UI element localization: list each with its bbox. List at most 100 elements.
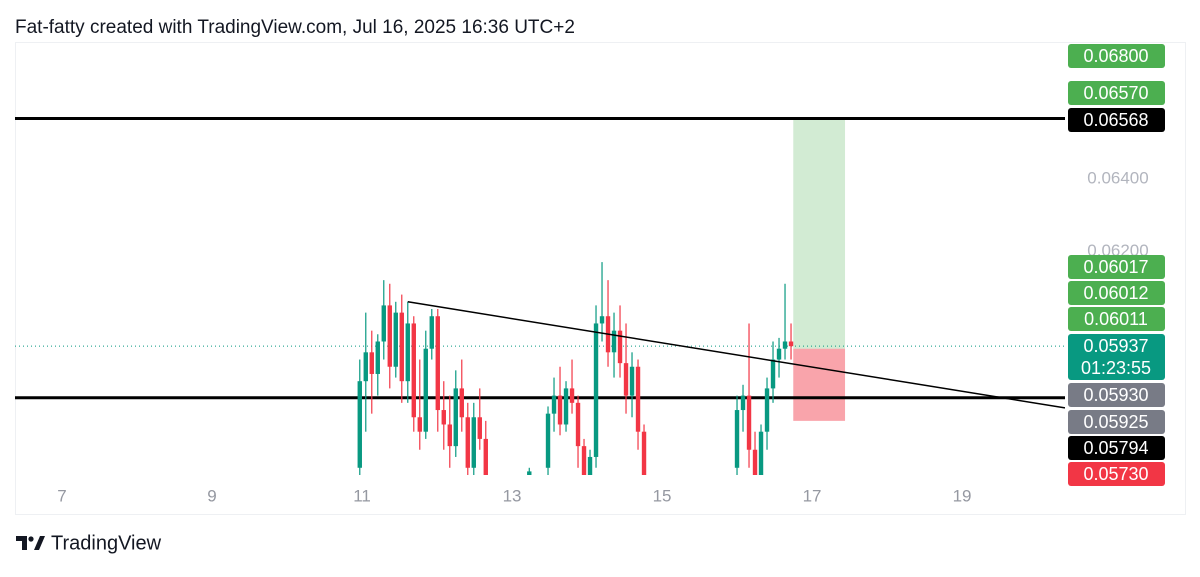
candle-body	[593, 323, 599, 457]
price-label-text: 0.05794	[1083, 438, 1148, 458]
price-label: 0.05794	[1068, 436, 1165, 460]
price-label-text: 0.06017	[1083, 257, 1148, 277]
price-label-text: 0.06570	[1083, 83, 1148, 103]
profit-zone	[793, 118, 846, 349]
candle-body	[393, 312, 398, 367]
candle-body	[629, 366, 635, 396]
candle-body	[587, 456, 593, 475]
price-label-text: 0.06568	[1083, 110, 1148, 130]
candle-body	[435, 316, 440, 411]
price-label: 0.05730	[1068, 462, 1165, 486]
chart-frame	[15, 42, 1186, 515]
countdown-text: 01:23:55	[1081, 358, 1151, 378]
price-label-box	[1068, 108, 1165, 132]
price-label: 0.05930	[1068, 383, 1165, 407]
time-axis: 7 9 11 13 15 17 19	[57, 486, 971, 505]
footer-brand: TradingView	[51, 532, 162, 554]
price-label-box	[1068, 281, 1165, 305]
price-label: 0.06800	[1068, 44, 1165, 68]
candle-body	[483, 438, 488, 475]
price-label-text: 0.06011	[1084, 309, 1148, 329]
candle-body	[764, 388, 770, 432]
x-tick-label: 9	[207, 486, 216, 505]
candle-body	[471, 417, 476, 468]
x-tick-label: 19	[953, 486, 972, 505]
price-label-text: 0.05925	[1083, 412, 1148, 432]
candle-body	[569, 388, 575, 403]
candle-body	[611, 330, 617, 353]
candle-body	[758, 431, 764, 475]
price-label-box	[1068, 44, 1165, 68]
x-tick-label: 13	[503, 486, 522, 505]
candle-body	[641, 431, 647, 475]
candle-body	[740, 395, 746, 411]
candle-body	[369, 352, 374, 374]
candle-body	[635, 366, 641, 432]
candle-body	[746, 395, 752, 450]
y-tick-label: 0.06400	[1087, 169, 1148, 188]
candle-body	[387, 305, 392, 367]
price-label: 0.06568	[1068, 108, 1165, 132]
candle-body	[617, 330, 623, 364]
candle-body	[477, 417, 482, 439]
x-tick-label: 15	[653, 486, 672, 505]
price-label-text: 0.06800	[1083, 46, 1148, 66]
candle-body	[399, 312, 404, 382]
price-label-box	[1068, 334, 1165, 380]
candle-body	[581, 446, 587, 475]
candle-body	[417, 417, 422, 432]
trendline	[407, 301, 1065, 409]
price-label-box	[1068, 255, 1165, 279]
price-label: 0.06011	[1068, 307, 1165, 331]
candle-body	[623, 363, 629, 396]
loss-zone	[793, 348, 846, 421]
candle-body	[770, 359, 776, 389]
candle-body	[527, 471, 532, 475]
price-label-box	[1068, 383, 1165, 407]
price-label: 0.06017	[1068, 255, 1165, 279]
candle-body	[465, 417, 470, 468]
price-label: 0.06012	[1068, 281, 1165, 305]
candle-body	[363, 352, 368, 382]
x-tick-label: 11	[353, 486, 371, 505]
candle-body	[776, 348, 782, 360]
candle-body	[447, 424, 452, 447]
candle-body	[599, 316, 605, 324]
price-label-box	[1068, 462, 1165, 486]
candle-body	[423, 348, 428, 432]
candle-body	[381, 305, 386, 342]
candle-body	[441, 410, 446, 425]
candle-body	[551, 395, 557, 414]
price-label-box	[1068, 307, 1165, 331]
candle-body	[752, 449, 758, 475]
tradingview-logo	[16, 536, 45, 550]
price-label-text: 0.05730	[1083, 464, 1148, 484]
candle-body	[459, 388, 464, 418]
price-label: 0.05925	[1068, 410, 1165, 434]
candle-body	[563, 388, 569, 425]
x-tick-label: 7	[57, 486, 66, 505]
price-label-text: 0.05937	[1083, 336, 1148, 356]
price-label-text: 0.05930	[1083, 385, 1148, 405]
candle-body	[357, 381, 362, 468]
candle-body	[557, 395, 563, 425]
header-text: Fat-fatty created with TradingView.com, …	[15, 17, 575, 38]
candle-body	[375, 341, 380, 374]
plot-area	[15, 116, 1065, 475]
price-label-box	[1068, 81, 1165, 105]
candle-body	[453, 388, 458, 447]
candle-body	[429, 316, 434, 349]
candle-body	[405, 323, 410, 382]
price-label-box	[1068, 436, 1165, 460]
candle-body	[411, 323, 416, 418]
candle-body	[545, 413, 551, 468]
candle-body	[782, 341, 788, 349]
price-label-text: 0.06012	[1083, 283, 1148, 303]
candle-body	[575, 402, 581, 447]
candle-body	[788, 341, 794, 347]
candle-body	[734, 410, 740, 468]
price-label: 0.06570	[1068, 81, 1165, 105]
